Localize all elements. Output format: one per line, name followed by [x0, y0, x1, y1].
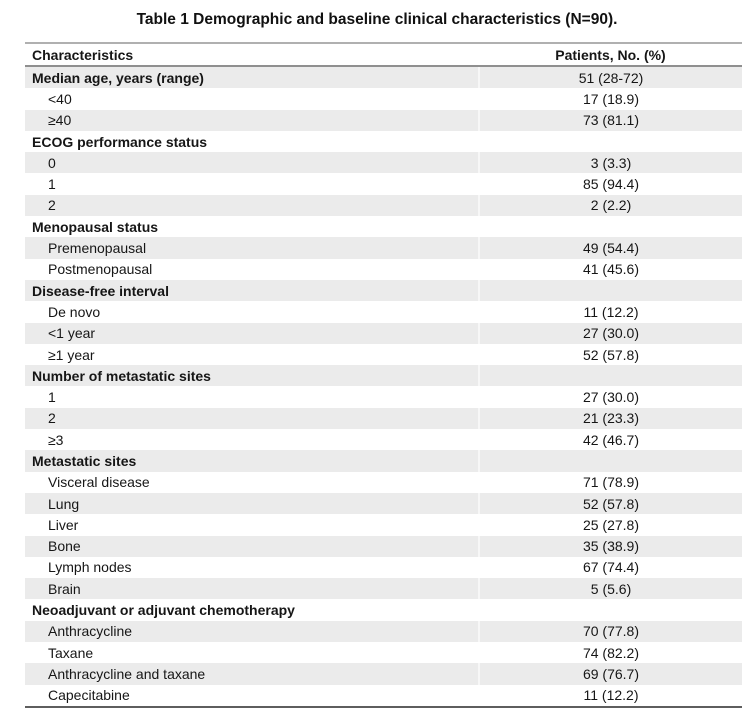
row-value: 69 (76.7) [478, 663, 742, 685]
row-label: Disease-free interval [32, 282, 169, 299]
section-row: Metastatic sites [25, 450, 742, 472]
row-label: Anthracycline and taxane [48, 665, 206, 682]
row-label: <1 year [48, 325, 96, 342]
table-row: Brain 5 (5.6) [25, 578, 742, 600]
section-row: Menopausal status [25, 216, 742, 238]
row-label: ECOG performance status [32, 133, 208, 150]
row-value [478, 279, 742, 302]
row-value: 85 (94.4) [478, 173, 742, 195]
table-row: Lung 52 (57.8) [25, 492, 742, 515]
table-row: Capecitabine 11 (12.2) [25, 684, 742, 708]
table-row: Anthracycline and taxane 69 (76.7) [25, 663, 742, 685]
row-value [478, 365, 742, 387]
row-label: De novo [48, 303, 101, 320]
row-value: 21 (23.3) [478, 407, 742, 430]
table-header: Characteristics Patients, No. (%) [25, 42, 742, 67]
row-value: 71 (78.9) [478, 471, 742, 493]
table-title: Table 1 Demographic and baseline clinica… [136, 11, 618, 28]
table-row: <1 year 27 (30.0) [25, 322, 742, 344]
row-label: 0 [48, 154, 56, 171]
row-label: Premenopausal [48, 240, 147, 257]
row-label: ≥3 [48, 431, 64, 448]
row-label: 1 [48, 389, 56, 406]
row-value: 67 (74.4) [478, 556, 742, 579]
row-value [478, 130, 742, 153]
table-row: ≥1 year 52 (57.8) [25, 343, 742, 366]
table-row: 1 85 (94.4) [25, 173, 742, 195]
table-row: 2 2 (2.2) [25, 194, 742, 217]
row-label: <40 [48, 90, 72, 107]
table-row: Taxane 74 (82.2) [25, 642, 742, 664]
row-label: Lymph nodes [48, 559, 132, 576]
row-label: 2 [48, 410, 56, 427]
row-label: Capecitabine [25, 684, 479, 708]
row-label: Taxane [48, 644, 94, 661]
row-value: 49 (54.4) [478, 237, 742, 259]
row-label: Brain [48, 580, 81, 597]
table-row: De novo 11 (12.2) [25, 301, 742, 323]
table-row: ≥3 42 (46.7) [25, 429, 742, 451]
column-header-patients: Patients, No. (%) [479, 42, 742, 67]
row-value: 51 (28-72) [478, 66, 742, 89]
row-value: 25 (27.8) [478, 514, 742, 536]
row-label: 2 [48, 197, 56, 214]
table-row: Lymph nodes 67 (74.4) [25, 556, 742, 579]
row-label: ≥40 [48, 112, 72, 129]
row-value [478, 216, 742, 238]
row-value: 73 (81.1) [478, 109, 742, 131]
row-value: 3 (3.3) [478, 152, 742, 174]
row-value: 17 (18.9) [478, 88, 742, 110]
column-header-characteristics: Characteristics [25, 42, 479, 67]
table-row: <40 17 (18.9) [25, 88, 742, 110]
section-row: Disease-free interval [25, 279, 742, 302]
row-label: Number of metastatic sites [32, 367, 211, 384]
section-row: Median age, years (range) 51 (28-72) [25, 66, 742, 89]
section-row: Neoadjuvant or adjuvant chemotherapy [25, 599, 742, 621]
row-value: 42 (46.7) [478, 429, 742, 451]
row-value: 11 (12.2) [478, 301, 742, 323]
row-value: 52 (57.8) [478, 492, 742, 515]
table-row: ≥40 73 (81.1) [25, 109, 742, 131]
row-value: 5 (5.6) [478, 578, 742, 600]
row-label: Visceral disease [48, 474, 150, 491]
row-value: 11 (12.2) [478, 684, 742, 708]
row-label: Postmenopausal [48, 261, 153, 278]
characteristics-table: Characteristics Patients, No. (%) Median… [25, 42, 742, 708]
table-row: Premenopausal 49 (54.4) [25, 237, 742, 259]
table-row: 2 21 (23.3) [25, 407, 742, 430]
row-value: 27 (30.0) [478, 386, 742, 408]
table-row: Postmenopausal 41 (45.6) [25, 258, 742, 280]
table-row: 0 3 (3.3) [25, 152, 742, 174]
row-label: 1 [48, 176, 56, 193]
table-row: Visceral disease 71 (78.9) [25, 471, 742, 493]
row-value [478, 450, 742, 472]
row-value [478, 599, 742, 621]
section-row: Number of metastatic sites [25, 365, 742, 387]
row-label: Metastatic sites [32, 452, 137, 469]
row-label: Neoadjuvant or adjuvant chemotherapy [32, 602, 295, 619]
header-row: Characteristics Patients, No. (%) [25, 42, 742, 67]
row-value: 35 (38.9) [478, 535, 742, 557]
row-label: Lung [48, 495, 80, 512]
row-value: 41 (45.6) [478, 258, 742, 280]
table-row: Bone 35 (38.9) [25, 535, 742, 557]
row-label: Median age, years (range) [32, 69, 204, 86]
table-row: 1 27 (30.0) [25, 386, 742, 408]
row-value: 52 (57.8) [478, 343, 742, 366]
section-row: ECOG performance status [25, 130, 742, 153]
table-row: Anthracycline 70 (77.8) [25, 620, 742, 643]
table-body: Median age, years (range) 51 (28-72) <40 17… [25, 66, 742, 708]
row-value: 2 (2.2) [478, 194, 742, 217]
row-label: ≥1 year [48, 346, 95, 363]
row-value: 27 (30.0) [478, 322, 742, 344]
table-row: Liver 25 (27.8) [25, 514, 742, 536]
row-label: Anthracycline [48, 623, 133, 640]
row-value: 70 (77.8) [478, 620, 742, 643]
row-label: Menopausal status [32, 218, 159, 235]
row-value: 74 (82.2) [478, 642, 742, 664]
row-label: Bone [48, 538, 81, 555]
row-label: Liver [48, 516, 79, 533]
